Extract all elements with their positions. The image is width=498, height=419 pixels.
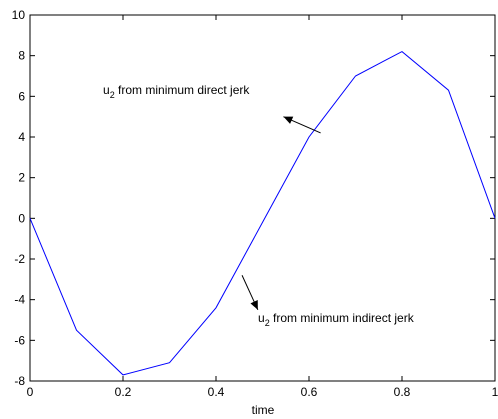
x-tick-label: 0.8 [394,385,411,399]
ticks: 0 0.2 0.4 0.6 0.8 1 -8 -6 -4 -2 0 2 4 6 8 10 [12,8,498,399]
plot-frame [29,14,496,382]
annotation-arrow-head [283,116,294,124]
y-tick-label: 0 [18,211,25,225]
series-lines [29,51,496,376]
y-tick-label: -8 [14,374,25,388]
y-tick-label: 10 [12,8,26,22]
x-tick-label: 1 [492,385,498,399]
y-tick-label: 8 [18,49,25,63]
x-tick-label: 0.4 [208,385,225,399]
y-tick-label: 2 [18,171,25,185]
series-line [29,51,496,376]
annotation-label: u2 from minimum indirect jerk [258,311,415,328]
axes [29,14,496,382]
y-tick-label: -4 [14,293,25,307]
x-axis-label: time [252,403,275,417]
annotation-label: u2 from minimum direct jerk [103,83,250,100]
x-tick-label: 0.6 [301,385,318,399]
y-tick-label: -6 [14,333,25,347]
y-tick-label: 6 [18,89,25,103]
y-tick-label: -2 [14,252,25,266]
x-tick-label: 0 [27,385,34,399]
x-tick-label: 0.2 [115,385,132,399]
annotation-arrow-head [250,299,258,310]
annotations: u2 from minimum direct jerk u2 from minim… [103,83,415,328]
y-tick-label: 4 [18,130,25,144]
